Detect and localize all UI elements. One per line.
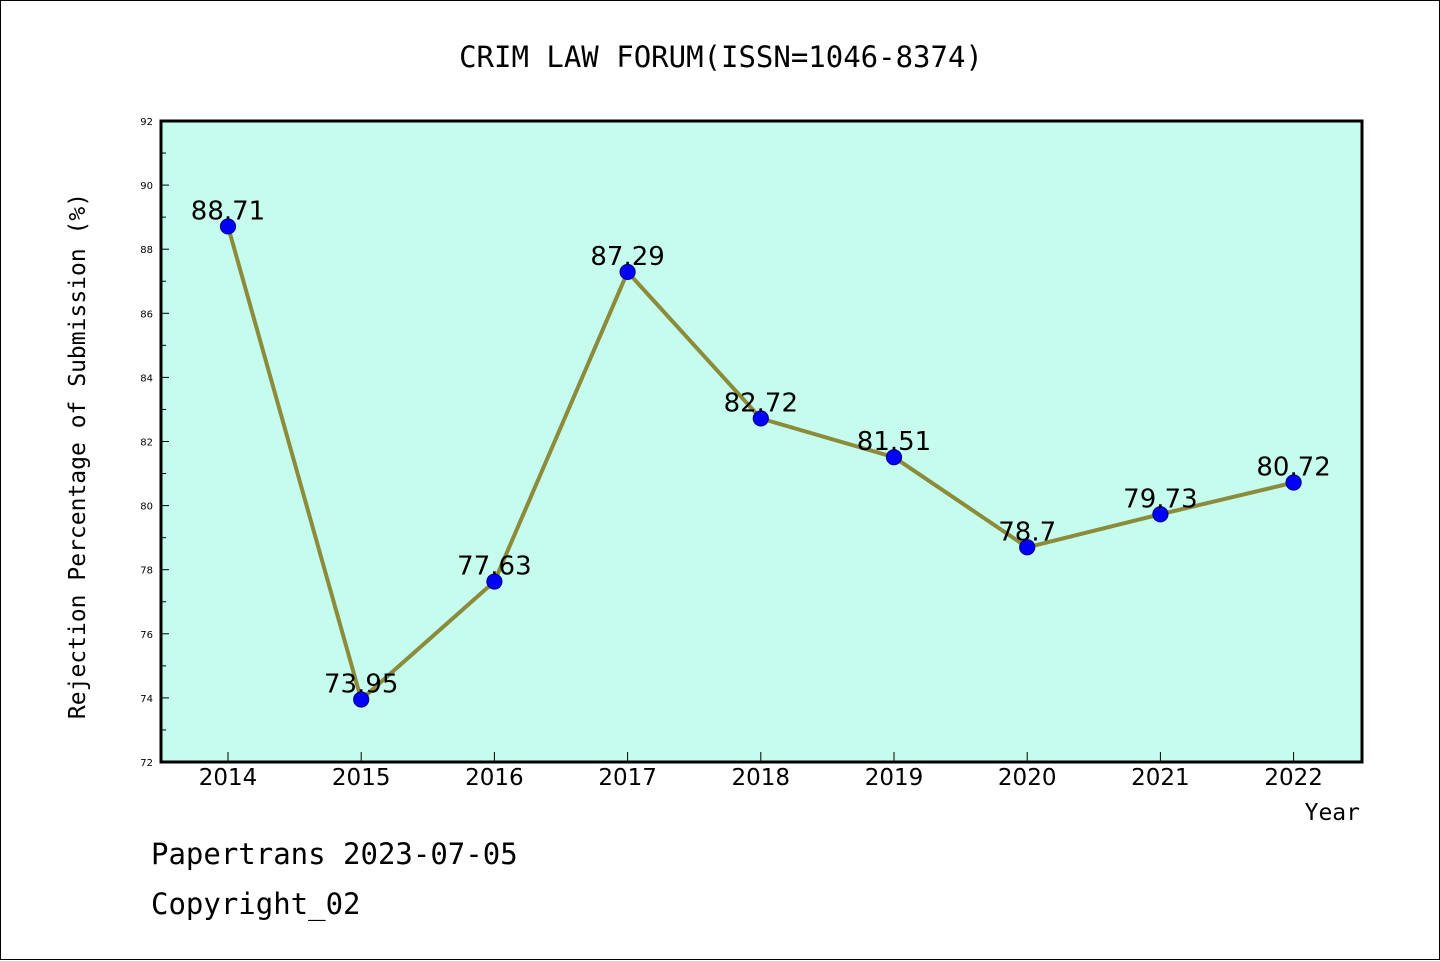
x-tick-label: 2015	[332, 765, 391, 791]
y-axis-ticks: 72 74 76 78 80 82 84 86 88 90 92	[140, 117, 169, 769]
x-axis-label: Year	[1305, 800, 1360, 826]
data-label-2021: 79.73	[1123, 484, 1197, 514]
y-tick-label: 82	[140, 438, 153, 449]
data-label-2019: 81.51	[857, 427, 931, 457]
data-label-2016: 77.63	[457, 552, 531, 582]
data-point-2014	[219, 218, 237, 235]
data-label-2018: 82.72	[724, 388, 798, 418]
data-point-2016	[486, 573, 503, 590]
plot-area	[159, 119, 1364, 764]
data-label-2020: 78.7	[998, 517, 1056, 547]
y-tick-label: 88	[140, 245, 153, 256]
data-points	[219, 218, 1302, 708]
y-axis-label: Rejection Percentage of Submission (%)	[65, 193, 91, 719]
x-tick-label: 2019	[865, 765, 924, 791]
data-point-2018	[752, 410, 769, 427]
x-axis-ticks: 2014 2015 2016 2017 2018 2019 2020 2021 2022	[199, 752, 1323, 791]
data-point-2017	[619, 263, 636, 281]
y-tick-label: 76	[140, 630, 153, 641]
data-point-2020	[1019, 539, 1036, 556]
data-labels: 88.71 73.95 77.63 87.29 82.72 81.51 78.7 79.73 8…	[191, 196, 1331, 699]
data-label-2017: 87.29	[590, 242, 664, 272]
x-tick-label: 2020	[998, 765, 1057, 791]
y-tick-label: 78	[140, 566, 153, 577]
chart-title: CRIM LAW FORUM(ISSN=1046-8374)	[459, 40, 983, 74]
x-tick-label: 2017	[598, 765, 657, 791]
y-tick-label: 92	[140, 117, 153, 128]
x-tick-label: 2021	[1131, 765, 1190, 791]
data-label-2014: 88.71	[191, 196, 265, 226]
x-tick-label: 2022	[1264, 765, 1323, 791]
y-tick-label: 80	[140, 502, 153, 513]
x-tick-label: 2016	[465, 765, 524, 791]
y-tick-label: 74	[140, 694, 153, 705]
data-label-2015: 73.95	[324, 670, 398, 700]
y-tick-label: 84	[140, 373, 153, 384]
data-label-2022: 80.72	[1256, 453, 1330, 483]
x-tick-label: 2014	[199, 765, 258, 791]
footer-date: Papertrans 2023-07-05	[151, 837, 518, 871]
y-tick-label: 90	[140, 181, 153, 192]
footer-copyright: Copyright_02	[151, 887, 361, 922]
y-tick-label: 86	[140, 309, 153, 320]
data-point-2019	[885, 449, 903, 466]
data-point-2022	[1285, 474, 1302, 491]
data-point-2021	[1152, 506, 1169, 523]
x-tick-label: 2018	[732, 765, 791, 791]
y-tick-label: 72	[140, 758, 153, 769]
data-point-2015	[353, 691, 370, 708]
